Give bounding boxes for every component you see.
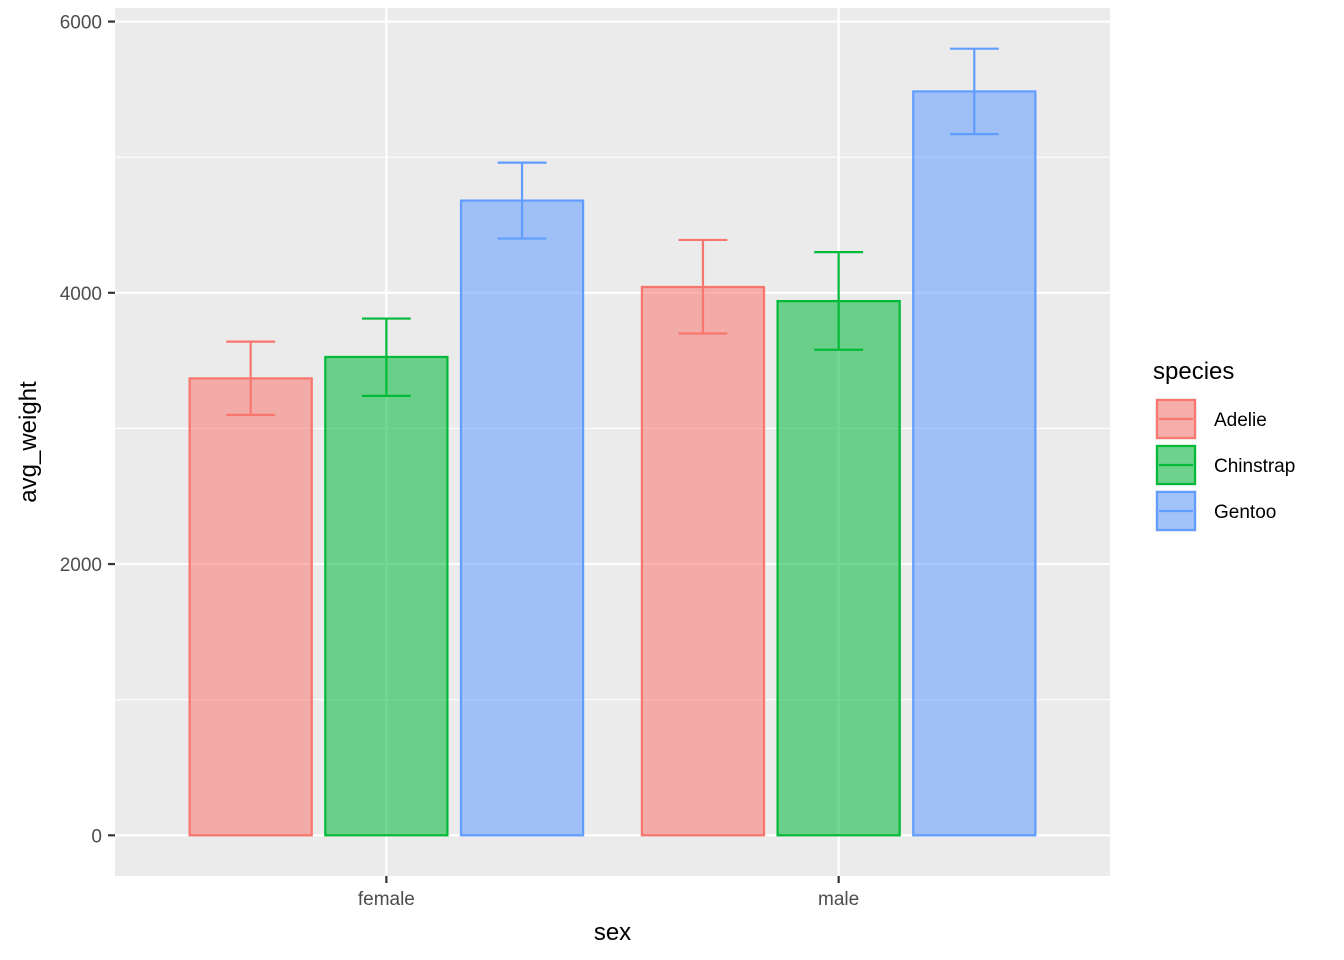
legend-title: species: [1153, 358, 1234, 385]
legend-label-chinstrap: Chinstrap: [1214, 456, 1295, 477]
bars: [188, 90, 1037, 837]
legend-label-gentoo: Gentoo: [1214, 502, 1276, 523]
y-axis: 0 2000 4000 6000: [60, 13, 115, 847]
legend-keys: Adelie Chinstrap Gentoo: [1155, 398, 1295, 532]
x-tick-label: female: [358, 889, 415, 910]
legend: species Adelie Chinstrap Gentoo: [1153, 358, 1295, 532]
y-tick-label: 2000: [60, 555, 102, 576]
bar-chinstrap-female: [324, 355, 449, 837]
x-tick-label: male: [818, 889, 859, 910]
x-axis: female male: [358, 876, 859, 910]
bar-adelie-female: [188, 377, 313, 837]
y-axis-title: avg_weight: [15, 381, 42, 503]
bar-adelie-male: [640, 285, 766, 837]
legend-label-adelie: Adelie: [1214, 410, 1267, 431]
y-tick-label: 0: [91, 826, 102, 847]
y-tick-label: 4000: [60, 284, 102, 305]
bar-gentoo-female: [459, 199, 585, 837]
error-bars: [226, 47, 999, 416]
bar-gentoo-male: [912, 90, 1037, 837]
x-axis-title: sex: [594, 919, 631, 946]
y-tick-label: 6000: [60, 13, 102, 34]
bar-chinstrap-male: [776, 299, 901, 837]
